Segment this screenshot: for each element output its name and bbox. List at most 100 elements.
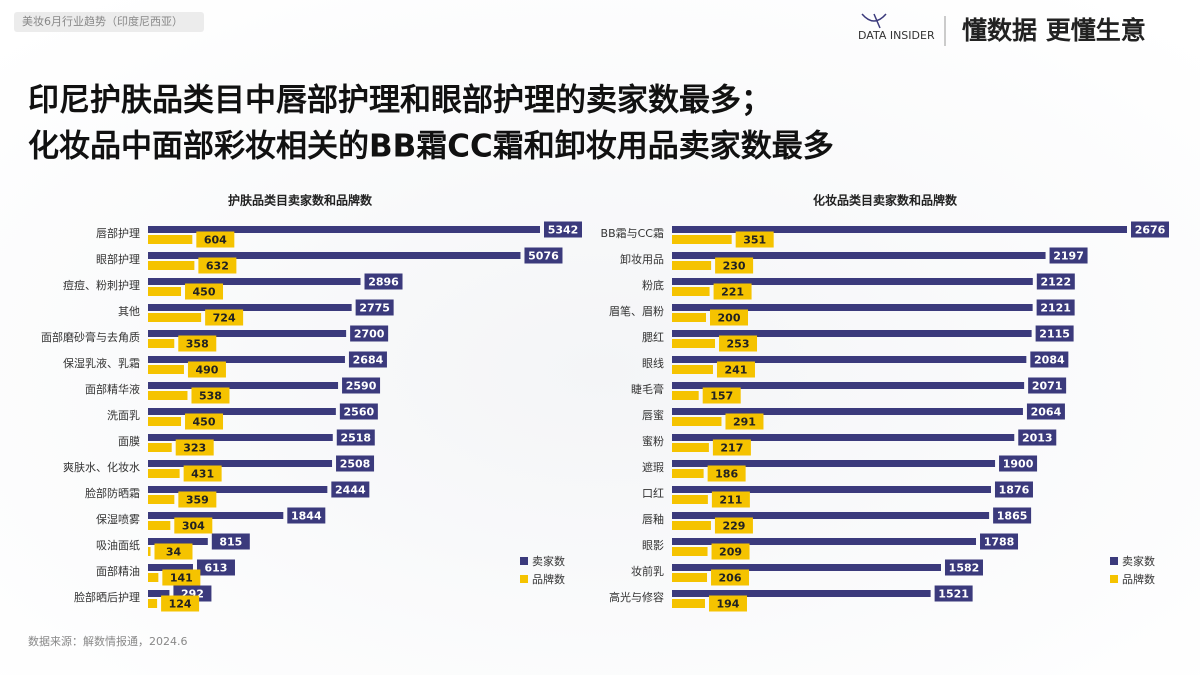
value-label-box [725, 413, 764, 430]
value-label-box [713, 283, 752, 300]
bar [672, 339, 716, 348]
bar [148, 417, 182, 426]
value-label-box [185, 413, 224, 430]
value-label: 2896 [368, 276, 399, 289]
value-label: 200 [718, 312, 741, 325]
value-label: 358 [186, 338, 209, 351]
value-label-box [185, 283, 224, 300]
value-label-box [183, 465, 222, 482]
value-label-box [712, 439, 751, 456]
bar [148, 590, 170, 597]
value-label-box [944, 559, 983, 576]
legend-label: 卖家数 [532, 554, 565, 568]
value-label: 1865 [997, 510, 1028, 523]
bar [672, 408, 1023, 415]
chart-title: 化妆品类目卖家数和品牌数 [813, 193, 958, 208]
value-label: 2700 [354, 328, 385, 341]
value-label: 724 [213, 312, 236, 325]
value-label-box [711, 491, 750, 508]
bar [148, 226, 540, 233]
value-label-box [1131, 221, 1169, 238]
value-label: 194 [717, 598, 740, 611]
value-label: 2121 [1040, 302, 1071, 315]
legend-label: 卖家数 [1122, 554, 1155, 568]
bar [148, 573, 159, 582]
bar [672, 330, 1032, 337]
category-label: 洗面乳 [107, 409, 140, 422]
bar [672, 356, 1027, 363]
value-label: 141 [170, 572, 193, 585]
value-label: 211 [719, 494, 742, 507]
bar [148, 547, 151, 556]
value-label-box [934, 585, 973, 602]
value-label-box [187, 361, 226, 378]
category-label: 眼影 [642, 539, 664, 552]
value-label: 5342 [548, 224, 579, 237]
value-label-box [355, 299, 394, 316]
category-label: 唇部护理 [96, 226, 140, 240]
bar [672, 313, 707, 322]
value-label-box [162, 569, 201, 586]
value-label-box [710, 309, 749, 326]
value-label: 186 [715, 468, 738, 481]
bar [672, 252, 1046, 259]
category-label: 脸部晒后护理 [74, 590, 140, 604]
bar [148, 460, 333, 467]
bar [672, 460, 996, 467]
value-label-box [1030, 351, 1069, 368]
legend-label: 品牌数 [1122, 572, 1155, 586]
value-label-box [993, 507, 1032, 524]
bar [148, 486, 328, 493]
bar [148, 365, 184, 374]
value-label-box [1026, 403, 1065, 420]
bar [672, 573, 708, 582]
value-label-box [1035, 325, 1074, 342]
value-label: 2444 [335, 484, 366, 497]
value-label-box [1036, 273, 1075, 290]
source: 数据来源：解数情报通，2024.6 [28, 634, 188, 648]
value-label: 5076 [528, 250, 559, 263]
value-label: 221 [721, 286, 744, 299]
bar [148, 434, 333, 441]
category-label: 蜜粉 [642, 434, 664, 448]
bar [672, 417, 722, 426]
bar [672, 538, 977, 545]
value-label: 209 [719, 546, 742, 559]
category-label: 脸部防晒霜 [85, 486, 140, 500]
value-label-box [348, 351, 387, 368]
category-label: 唇釉 [642, 512, 664, 526]
value-label-box [711, 569, 750, 586]
value-label-box [714, 517, 753, 534]
value-label-box [544, 221, 582, 238]
value-label-box [980, 533, 1019, 550]
value-label: 323 [183, 442, 206, 455]
bar [148, 538, 208, 545]
bar [148, 564, 193, 571]
value-label-box [205, 309, 244, 326]
bar [672, 495, 708, 504]
category-label: 眼部护理 [96, 252, 140, 266]
value-label: 450 [193, 416, 216, 429]
bar [672, 486, 991, 493]
slogan: 懂数据 更懂生意 [962, 16, 1146, 45]
bar [672, 590, 931, 597]
value-label: 1582 [949, 562, 980, 575]
value-label: 490 [195, 364, 218, 377]
value-label-box [178, 335, 217, 352]
bar [672, 261, 712, 270]
value-label: 1521 [938, 588, 969, 601]
value-label-box [1028, 377, 1067, 394]
value-label: 304 [182, 520, 205, 533]
value-label-box [1018, 429, 1057, 446]
bar [148, 512, 284, 519]
category-label: 保湿乳液、乳霜 [63, 356, 140, 370]
bar [672, 434, 1015, 441]
category-label: 面部磨砂膏与去角质 [41, 330, 140, 344]
value-label: 2064 [1031, 406, 1062, 419]
value-label: 229 [722, 520, 745, 533]
bar [672, 512, 990, 519]
category-label: 睫毛膏 [631, 382, 664, 396]
value-label-box [708, 595, 747, 612]
value-label: 2115 [1039, 328, 1070, 341]
value-label-box [342, 377, 381, 394]
